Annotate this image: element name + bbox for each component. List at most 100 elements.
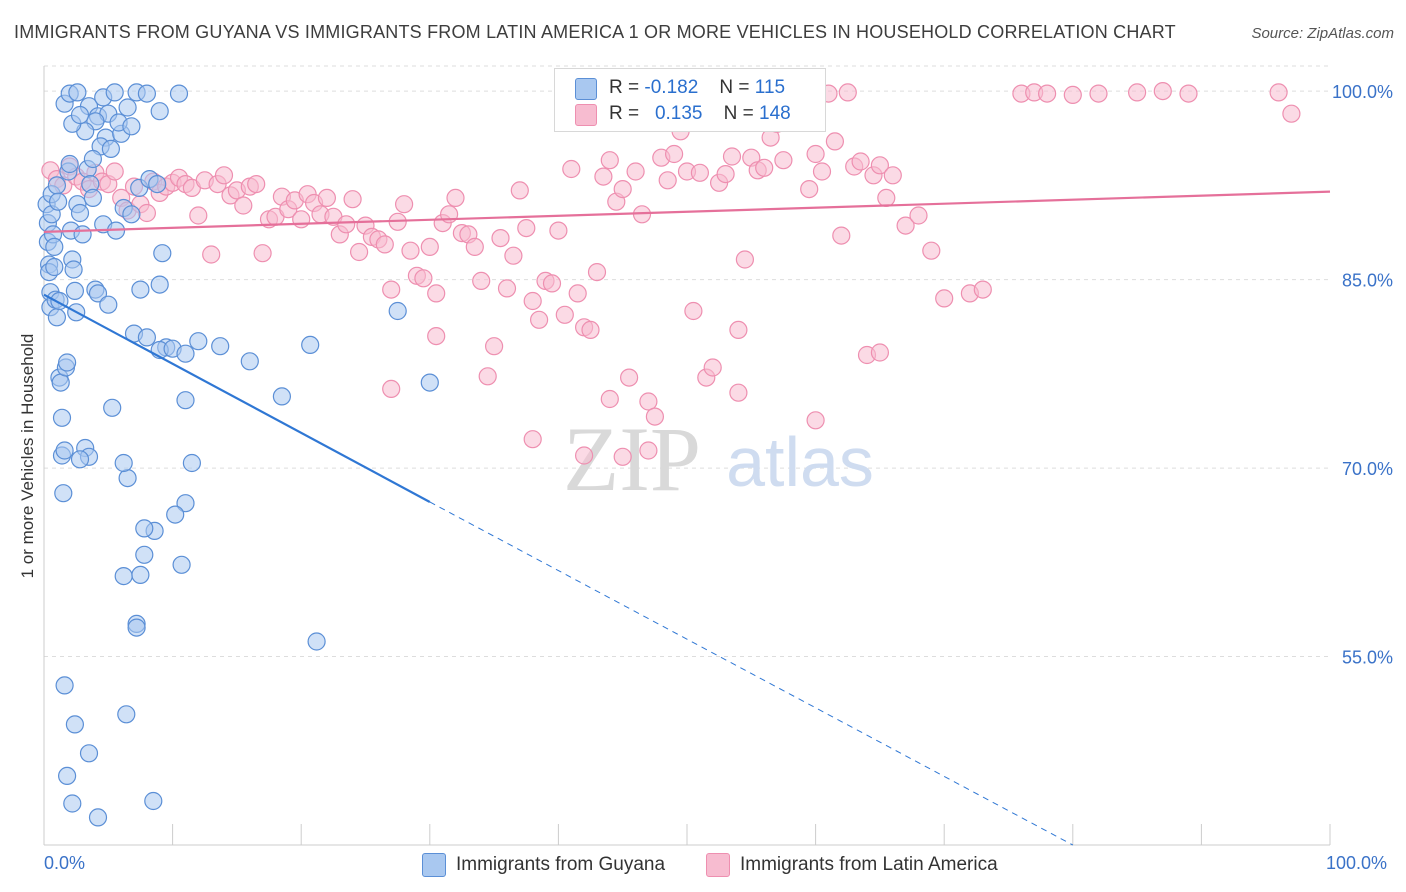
latin-point: [703, 358, 722, 377]
guyana-point: [47, 308, 67, 327]
latin-point: [337, 215, 356, 234]
chart-title: IMMIGRANTS FROM GUYANA VS IMMIGRANTS FRO…: [14, 22, 1176, 42]
guyana-point: [176, 344, 195, 363]
latin-point: [401, 241, 420, 260]
latin-point: [292, 210, 311, 229]
guyana-point: [240, 352, 259, 371]
latin-point: [350, 242, 369, 262]
latin-point: [729, 320, 748, 339]
latin-point: [755, 158, 774, 177]
guyana-point: [176, 494, 195, 513]
latin-point: [427, 284, 446, 303]
watermark: ZIP atlas: [563, 408, 874, 510]
latin-point: [587, 263, 607, 282]
latin-point: [581, 320, 600, 339]
latin-point: [504, 246, 523, 265]
latin-point: [883, 166, 902, 185]
series-legend: Immigrants from Guyana Immigrants from L…: [0, 852, 1406, 878]
latin-point: [382, 280, 401, 299]
latin-point: [1282, 104, 1301, 123]
latin-point: [639, 392, 658, 411]
series-legend-latin-label: Immigrants from Latin America: [740, 854, 998, 875]
guyana-point: [48, 192, 68, 211]
latin-point: [1269, 83, 1288, 102]
correlation-legend: R = -0.182 N = 115 R = 0.135 N = 148: [554, 68, 826, 132]
guyana-point: [118, 98, 137, 117]
latin-point: [523, 430, 542, 449]
latin-point: [645, 407, 665, 426]
guyana-point: [169, 84, 189, 103]
latin-point: [1153, 81, 1172, 101]
latin-point: [838, 83, 857, 102]
guyana-point: [127, 618, 146, 637]
axis-layer: [43, 66, 1331, 846]
latin-point: [247, 175, 266, 194]
y-tick-label: 85.0%: [1342, 271, 1393, 291]
grid-layer: [44, 65, 1330, 658]
guyana-point: [189, 332, 208, 351]
guyana-point: [144, 791, 163, 811]
guyana-point: [150, 102, 169, 121]
latin-point: [105, 162, 124, 181]
guyana-point: [131, 280, 150, 299]
latin-point: [427, 327, 446, 346]
guyana-point: [68, 83, 87, 102]
y-axis-label: 1 or more Vehicles in Household: [18, 333, 37, 579]
latin-point: [472, 271, 491, 290]
latin-point: [716, 165, 735, 184]
guyana-point: [211, 337, 230, 356]
latin-point: [555, 305, 574, 324]
latin-point: [375, 235, 394, 254]
latin-point: [317, 188, 336, 207]
legend-n-value-latin: 148: [759, 103, 791, 124]
latin-point: [343, 190, 362, 209]
latin-point: [664, 144, 684, 164]
guyana-point: [83, 188, 103, 207]
guyana-point: [79, 744, 99, 763]
guyana-point: [88, 284, 108, 303]
latin-point: [478, 367, 497, 386]
latin-point: [562, 159, 581, 179]
guyana-point: [166, 505, 185, 524]
guyana-point: [388, 301, 407, 321]
legend-n-label: N =: [723, 103, 754, 124]
guyana-point: [117, 705, 136, 724]
latin-point: [909, 206, 928, 225]
latin-point: [214, 166, 234, 185]
latin-point: [491, 229, 510, 248]
chart-source: Source: ZipAtlas.com: [1251, 25, 1394, 42]
latin-point: [420, 237, 439, 256]
series-legend-guyana-label: Immigrants from Guyana: [456, 854, 666, 875]
guyana-point: [148, 175, 167, 194]
guyana-point: [60, 154, 79, 174]
latin-point: [851, 152, 870, 171]
guyana-point: [99, 295, 118, 314]
guyana-point: [122, 117, 141, 136]
latin-point: [806, 411, 825, 430]
latin-point: [832, 226, 851, 245]
latin-point: [414, 269, 433, 288]
legend-r-value-guyana: -0.182: [644, 77, 699, 98]
guyana-point: [137, 84, 156, 103]
guyana-point: [51, 373, 70, 392]
latin-trend-line: [43, 190, 1331, 233]
latin-point: [202, 245, 221, 264]
latin-point: [735, 250, 755, 269]
guyana-point: [73, 225, 92, 244]
latin-point: [253, 244, 272, 263]
latin-point: [922, 241, 941, 260]
legend-n-value-guyana: 115: [754, 77, 786, 98]
latin-point: [446, 188, 465, 207]
guyana-point: [103, 398, 122, 417]
latin-point: [510, 181, 529, 200]
guyana-point: [64, 260, 83, 279]
latin-point: [497, 279, 517, 298]
latin-point: [639, 441, 658, 460]
latin-point: [1037, 84, 1057, 103]
latin-point: [729, 383, 748, 402]
latin-point: [613, 180, 632, 199]
latin-point: [626, 162, 645, 181]
guyana-point: [131, 565, 150, 585]
trend-lines: [43, 190, 1331, 846]
